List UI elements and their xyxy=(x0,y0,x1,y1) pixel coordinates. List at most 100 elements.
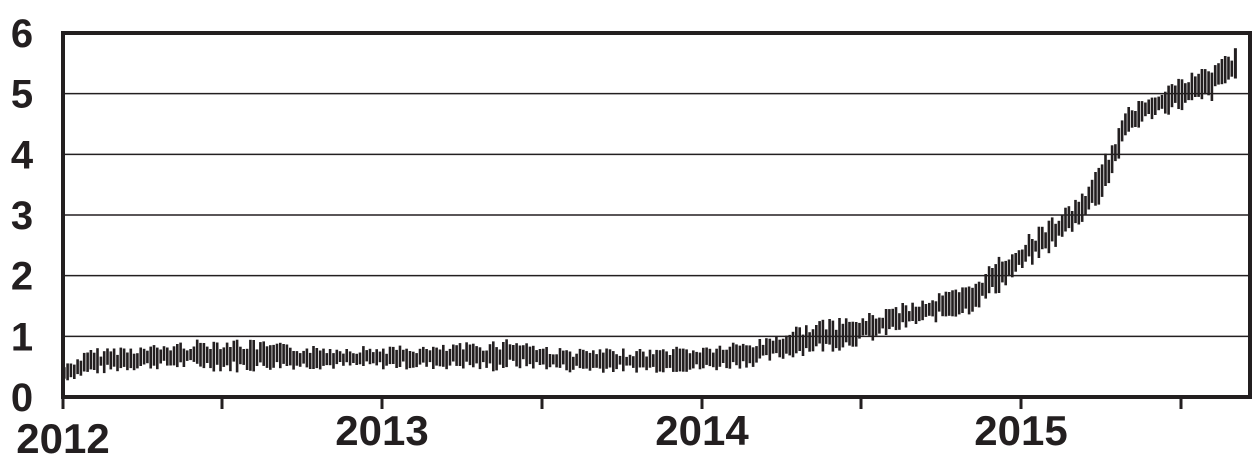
range-bar xyxy=(1127,107,1130,132)
range-bar xyxy=(255,349,259,366)
range-bar xyxy=(622,348,625,372)
range-bar xyxy=(1157,96,1160,111)
range-bar xyxy=(375,349,378,366)
range-bar xyxy=(332,353,335,369)
range-bar xyxy=(438,349,442,367)
range-bar xyxy=(1021,249,1024,268)
range-bar xyxy=(672,349,675,372)
range-bar xyxy=(182,348,186,367)
range-bar xyxy=(1004,260,1007,286)
range-bar xyxy=(512,345,515,361)
range-bar xyxy=(528,346,532,365)
range-bar xyxy=(102,351,106,374)
range-bar xyxy=(1100,164,1104,197)
range-bar xyxy=(695,351,698,365)
range-bar xyxy=(472,343,475,368)
range-bar xyxy=(648,349,652,368)
range-bar xyxy=(834,329,838,349)
range-bar xyxy=(921,300,924,321)
range-bar xyxy=(595,354,598,368)
range-bar xyxy=(322,348,325,366)
range-bar xyxy=(1110,145,1114,174)
range-bar xyxy=(518,345,522,369)
range-bar xyxy=(1074,199,1077,224)
range-bar xyxy=(658,350,662,372)
range-bar xyxy=(768,338,772,361)
range-bar xyxy=(482,350,485,363)
range-bar xyxy=(582,349,585,369)
range-bar xyxy=(498,349,502,365)
range-bar xyxy=(858,322,861,339)
range-bar xyxy=(189,349,192,361)
range-bar xyxy=(781,338,785,359)
range-bar xyxy=(605,348,608,369)
range-bar xyxy=(116,354,119,372)
range-bar xyxy=(712,352,715,368)
range-bar xyxy=(615,354,618,370)
range-bar xyxy=(821,319,825,352)
range-bar xyxy=(1007,259,1011,276)
range-bar xyxy=(259,342,262,363)
range-bar xyxy=(864,321,868,335)
range-bar xyxy=(122,348,126,367)
range-bar xyxy=(538,349,542,365)
range-bar xyxy=(535,350,538,363)
range-bar xyxy=(848,321,851,346)
range-bar xyxy=(618,355,622,365)
range-bar xyxy=(818,321,821,344)
range-bar xyxy=(66,363,69,381)
range-bar xyxy=(1187,82,1190,101)
range-bar xyxy=(741,343,745,362)
range-bar xyxy=(1164,91,1167,114)
range-bar xyxy=(1067,206,1071,229)
range-bar xyxy=(1150,97,1154,120)
range-bar xyxy=(305,348,309,368)
range-bar xyxy=(1180,79,1184,111)
range-bar xyxy=(1017,250,1021,265)
range-bar xyxy=(1170,84,1174,108)
range-bar xyxy=(232,340,236,362)
y-axis-labels: 0 1 2 3 4 5 6 xyxy=(11,12,34,420)
range-bar xyxy=(442,344,445,367)
y-tick-label: 3 xyxy=(11,194,33,238)
range-bar xyxy=(502,342,505,368)
range-bar xyxy=(1107,159,1111,184)
range-bar xyxy=(508,344,512,360)
range-bar xyxy=(96,348,99,374)
range-bar xyxy=(219,349,222,372)
range-bar xyxy=(242,349,245,365)
range-bar xyxy=(1090,179,1094,203)
range-bar xyxy=(1140,101,1144,122)
y-tick-label: 6 xyxy=(11,12,33,56)
range-bar xyxy=(328,349,332,366)
range-bar xyxy=(957,292,961,315)
range-bar xyxy=(977,281,981,308)
range-bar xyxy=(984,274,987,299)
range-bar xyxy=(931,300,934,317)
range-bar xyxy=(398,345,402,367)
range-bar xyxy=(1220,59,1224,85)
range-bar xyxy=(805,325,808,349)
range-bar xyxy=(452,344,455,362)
range-bar xyxy=(785,335,788,354)
range-bar xyxy=(758,339,762,359)
range-bar xyxy=(448,348,452,366)
range-bar xyxy=(735,344,738,366)
y-tick-label: 1 xyxy=(11,315,33,359)
range-bar xyxy=(1160,94,1164,109)
range-bar xyxy=(1120,120,1124,142)
range-bar xyxy=(229,347,232,372)
range-bar xyxy=(298,353,302,367)
range-bar xyxy=(675,346,678,372)
axis-ticks xyxy=(61,397,1183,409)
range-bar xyxy=(358,352,362,365)
range-bar xyxy=(947,292,951,316)
range-bar xyxy=(136,353,139,369)
range-bar xyxy=(668,355,672,368)
range-bar xyxy=(262,341,265,366)
range-bar xyxy=(222,347,226,367)
range-bar xyxy=(1207,71,1210,96)
range-bar xyxy=(132,353,136,371)
range-bar xyxy=(665,351,668,369)
